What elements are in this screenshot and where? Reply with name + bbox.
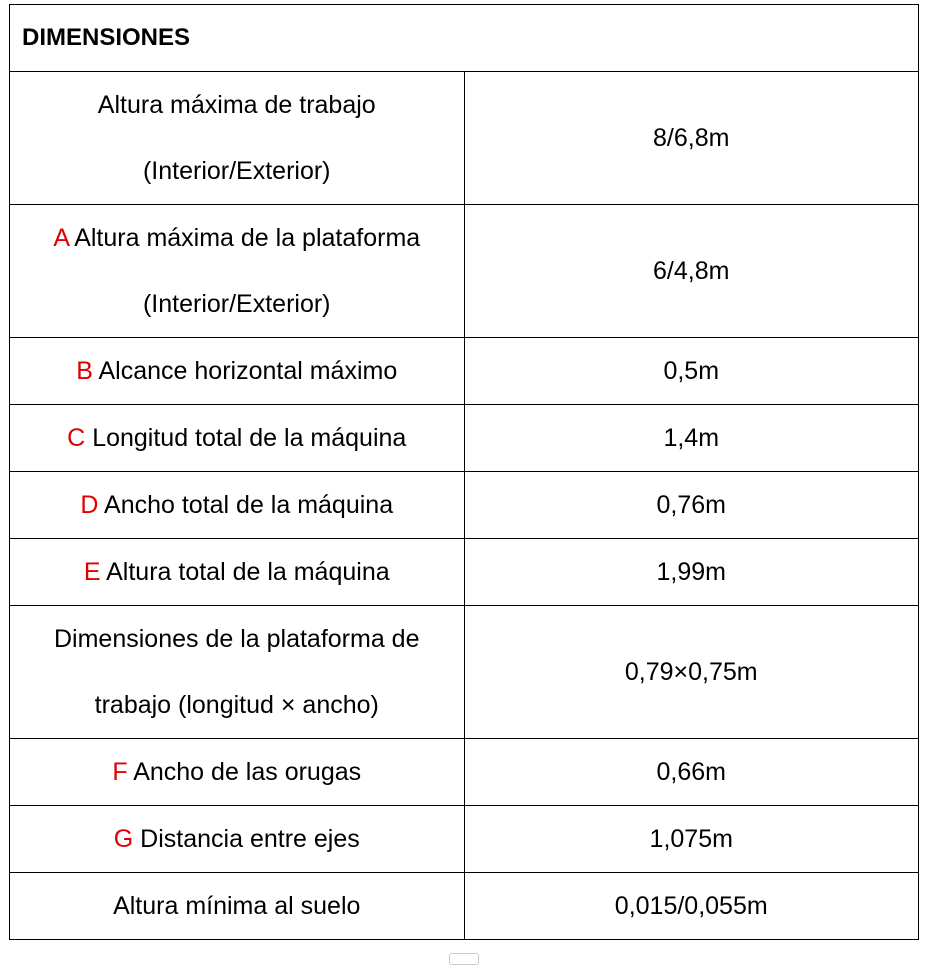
dimension-label: Ancho de las orugas <box>133 758 362 786</box>
dimension-label: Altura mínima al suelo <box>113 892 361 920</box>
dimensions-table: DIMENSIONES Altura máxima de trabajo (In… <box>9 4 919 940</box>
dimension-value: 8/6,8m <box>463 71 919 205</box>
scroll-tab <box>449 953 479 965</box>
dimension-label: Altura máxima de trabajo (Interior/Exter… <box>97 91 376 185</box>
dimension-value: 6/4,8m <box>463 204 919 338</box>
dimension-label: Dimensiones de la plataforma de trabajo … <box>54 625 420 719</box>
dimension-value: 0,5m <box>463 337 919 405</box>
row-label-cell: F Ancho de las orugas <box>9 738 465 806</box>
dimension-value: 0,76m <box>463 471 919 539</box>
table-row: F Ancho de las orugas 0,66m <box>9 738 919 806</box>
table-row: C Longitud total de la máquina 1,4m <box>9 404 919 472</box>
row-label-cell: Altura mínima al suelo <box>9 872 465 940</box>
row-label-cell: C Longitud total de la máquina <box>9 404 465 472</box>
table-row: G Distancia entre ejes 1,075m <box>9 805 919 873</box>
row-label-cell: E Altura total de la máquina <box>9 538 465 606</box>
dimension-letter: G <box>113 825 134 853</box>
dimension-value: 0,015/0,055m <box>463 872 919 940</box>
table-row: Altura mínima al suelo 0,015/0,055m <box>9 872 919 940</box>
table-header-row: DIMENSIONES <box>9 4 919 72</box>
table-row: Dimensiones de la plataforma de trabajo … <box>9 605 919 739</box>
dimension-label: Distancia entre ejes <box>140 825 360 853</box>
row-label-cell: Altura máxima de trabajo (Interior/Exter… <box>9 71 465 205</box>
row-label-cell: G Distancia entre ejes <box>9 805 465 873</box>
dimension-value: 1,99m <box>463 538 919 606</box>
table-row: Altura máxima de trabajo (Interior/Exter… <box>9 71 919 205</box>
dimension-label: Altura total de la máquina <box>106 558 390 586</box>
dimension-label: Longitud total de la máquina <box>92 424 407 452</box>
dimension-letter: D <box>80 491 99 519</box>
dimension-value: 1,4m <box>463 404 919 472</box>
dimension-letter: E <box>83 558 101 586</box>
dimension-value: 1,075m <box>463 805 919 873</box>
dimension-letter: B <box>76 357 93 385</box>
row-label-cell: Dimensiones de la plataforma de trabajo … <box>9 605 465 739</box>
table-title: DIMENSIONES <box>9 4 919 72</box>
row-label-cell: A Altura máxima de la plataforma (Interi… <box>9 204 465 338</box>
table-row: D Ancho total de la máquina 0,76m <box>9 471 919 539</box>
dimension-value: 0,79×0,75m <box>463 605 919 739</box>
dimension-letter: C <box>67 424 86 452</box>
dimension-letter: A <box>53 224 69 252</box>
dimension-value: 0,66m <box>463 738 919 806</box>
dimension-label: Altura máxima de la plataforma (Interior… <box>74 224 421 318</box>
table-row: A Altura máxima de la plataforma (Interi… <box>9 204 919 338</box>
table-row: E Altura total de la máquina 1,99m <box>9 538 919 606</box>
row-label-cell: B Alcance horizontal máximo <box>9 337 465 405</box>
dimension-label: Ancho total de la máquina <box>104 491 394 519</box>
dimension-label: Alcance horizontal máximo <box>98 357 398 385</box>
row-label-cell: D Ancho total de la máquina <box>9 471 465 539</box>
dimension-letter: F <box>112 758 128 786</box>
table-row: B Alcance horizontal máximo 0,5m <box>9 337 919 405</box>
